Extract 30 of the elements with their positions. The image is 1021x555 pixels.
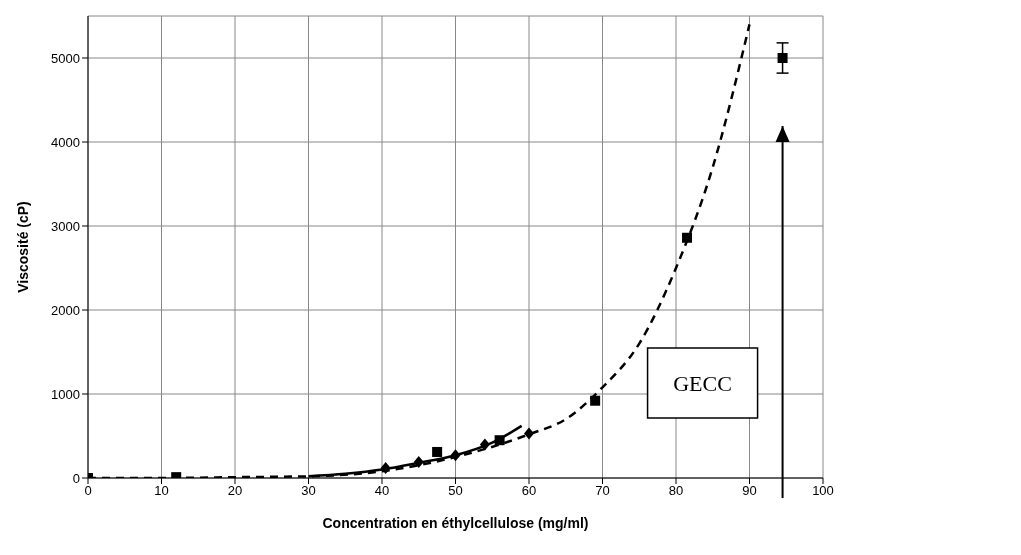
y-tick-label: 4000 bbox=[51, 134, 80, 150]
point bbox=[479, 438, 490, 451]
y-tick-label: 3000 bbox=[51, 218, 80, 234]
x-tick-label: 10 bbox=[154, 483, 169, 499]
y-tick-label: 5000 bbox=[51, 50, 80, 66]
point bbox=[413, 456, 424, 469]
x-tick-label: 100 bbox=[812, 483, 834, 499]
y-axis-title: Viscosité (cP) bbox=[14, 201, 31, 293]
x-tick-label: 40 bbox=[374, 483, 390, 499]
x-tick-label: 30 bbox=[301, 483, 316, 499]
point bbox=[432, 446, 443, 457]
point bbox=[494, 435, 505, 446]
point bbox=[380, 461, 391, 474]
x-tick-label: 60 bbox=[521, 483, 537, 499]
x-tick-label: 50 bbox=[448, 483, 463, 499]
x-tick-label: 80 bbox=[668, 483, 684, 499]
ref-line-label: GECC bbox=[673, 371, 732, 396]
point bbox=[777, 53, 788, 63]
point bbox=[450, 449, 461, 462]
point bbox=[682, 232, 693, 243]
x-tick-label: 0 bbox=[84, 483, 92, 499]
y-tick-label: 1000 bbox=[51, 386, 80, 402]
x-tick-label: 20 bbox=[227, 483, 243, 499]
y-tick-label: 2000 bbox=[51, 302, 80, 318]
point bbox=[590, 395, 601, 406]
x-axis-title: Concentration en éthylcellulose (mg/ml) bbox=[322, 515, 589, 531]
x-tick-label: 90 bbox=[742, 483, 757, 499]
point bbox=[524, 427, 534, 440]
x-tick-label: 70 bbox=[595, 483, 610, 499]
y-tick-label: 0 bbox=[72, 470, 80, 486]
